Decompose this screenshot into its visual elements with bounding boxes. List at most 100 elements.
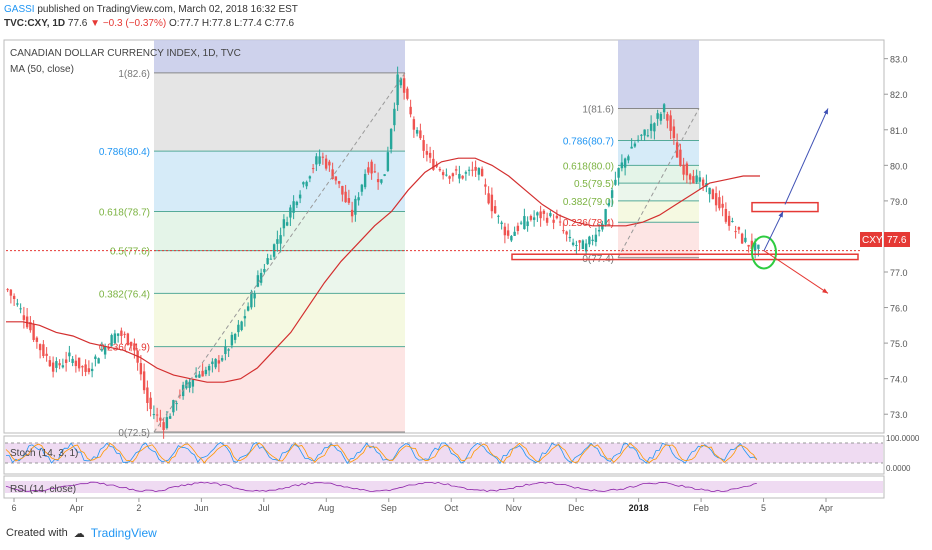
- candle-body: [490, 194, 494, 212]
- candle-body: [425, 151, 429, 155]
- candle-body: [653, 123, 656, 132]
- candle-body: [347, 198, 351, 203]
- candle-body: [133, 343, 136, 351]
- candle-body: [627, 156, 630, 161]
- candle-body: [662, 104, 666, 113]
- candle-body: [672, 126, 676, 139]
- candle-body: [571, 242, 575, 245]
- candle-body: [643, 129, 646, 136]
- candle-body: [64, 359, 68, 363]
- candle-body: [714, 193, 718, 206]
- y-tick-label: 73.0: [890, 410, 908, 420]
- candle-body: [477, 168, 481, 175]
- candle-body: [409, 106, 412, 115]
- candle-body: [165, 417, 169, 429]
- candle-body: [211, 361, 214, 365]
- candle-body: [373, 171, 377, 173]
- fib-small-level-label: 0.618(80.0): [563, 161, 614, 172]
- candle-body: [331, 169, 334, 179]
- candle-body: [542, 210, 546, 214]
- candle-body: [269, 258, 273, 260]
- candle-body: [77, 357, 81, 369]
- candle-body: [396, 74, 399, 106]
- up-arrow-target-head: [823, 108, 828, 115]
- author-link[interactable]: GASSI: [4, 4, 35, 15]
- stoch-scale-low: 0.0000: [886, 464, 911, 473]
- candle-body: [695, 175, 698, 183]
- candle-body: [263, 269, 266, 273]
- published-text: published on TradingView.com, March 02, …: [37, 4, 298, 15]
- candle-body: [386, 152, 390, 171]
- candle-body: [253, 293, 256, 299]
- candle-body: [568, 236, 572, 239]
- x-tick-label: 2018: [629, 503, 649, 513]
- candle-body: [113, 333, 117, 344]
- candle-body: [81, 366, 84, 368]
- candle-body: [246, 306, 250, 311]
- candle-body: [594, 234, 598, 242]
- fib-big-level-label: 0.382(76.4): [99, 289, 150, 300]
- candle-body: [389, 128, 393, 150]
- candle-body: [250, 292, 253, 308]
- candle-body: [289, 207, 292, 218]
- candle-body: [744, 237, 747, 242]
- candle-body: [350, 209, 354, 217]
- candle-body: [324, 158, 328, 169]
- fib-small-zone: [618, 183, 699, 201]
- highlight-circle: [751, 235, 777, 270]
- fib-big-zone: [154, 293, 405, 347]
- candle-body: [402, 78, 406, 93]
- candle-body: [406, 88, 409, 99]
- candle-body: [237, 324, 240, 333]
- fib-small-zone: [618, 222, 699, 258]
- candle-body: [55, 361, 58, 368]
- candle-body: [243, 316, 247, 319]
- candle-body: [536, 212, 539, 216]
- candle-body: [487, 193, 490, 204]
- candle-body: [321, 156, 325, 158]
- x-tick-label: Oct: [444, 503, 459, 513]
- candle-body: [341, 185, 344, 195]
- candle-body: [276, 239, 279, 244]
- candle-body: [129, 341, 133, 346]
- candle-body: [461, 175, 464, 179]
- candle-body: [445, 174, 448, 176]
- candle-body: [656, 113, 659, 119]
- candle-body: [354, 198, 357, 215]
- candle-body: [740, 233, 744, 244]
- fib-small-trendline: [617, 108, 700, 259]
- price-tag-value-bg: [884, 232, 910, 247]
- candle-body: [558, 221, 562, 223]
- candle-body: [120, 330, 123, 336]
- up-arrow-small: [763, 211, 784, 251]
- tradingview-brand[interactable]: TradingView: [90, 526, 157, 540]
- candle-body: [107, 347, 110, 349]
- candle-body: [191, 379, 195, 387]
- candle-body: [620, 162, 624, 169]
- down-arrow-target-head: [822, 288, 828, 294]
- candle-body: [562, 230, 565, 232]
- candle-body: [698, 177, 702, 182]
- candle-body: [506, 230, 510, 236]
- candle-body: [142, 371, 146, 391]
- candle-body: [646, 135, 650, 137]
- candle-body: [68, 352, 71, 357]
- stoch-scale-high: 100.0000: [886, 434, 920, 443]
- fib-small-level-label: 1(81.6): [582, 104, 614, 115]
- candle-body: [617, 167, 620, 178]
- candle-body: [22, 315, 26, 320]
- candle-body: [451, 173, 455, 177]
- candle-body: [679, 149, 682, 167]
- candle-body: [74, 360, 78, 367]
- price-tag-value: 77.6: [887, 235, 907, 246]
- candle-body: [432, 158, 435, 170]
- y-tick-label: 76.0: [890, 304, 908, 314]
- fib-big-level-label: 0(72.5): [118, 428, 150, 439]
- candle-body: [591, 239, 594, 241]
- candle-body: [493, 206, 497, 214]
- fib-big-trendline: [153, 72, 406, 433]
- fib-big-level-label: 0.5(77.6): [110, 247, 150, 258]
- candle-body: [523, 216, 526, 230]
- candle-body: [438, 169, 442, 171]
